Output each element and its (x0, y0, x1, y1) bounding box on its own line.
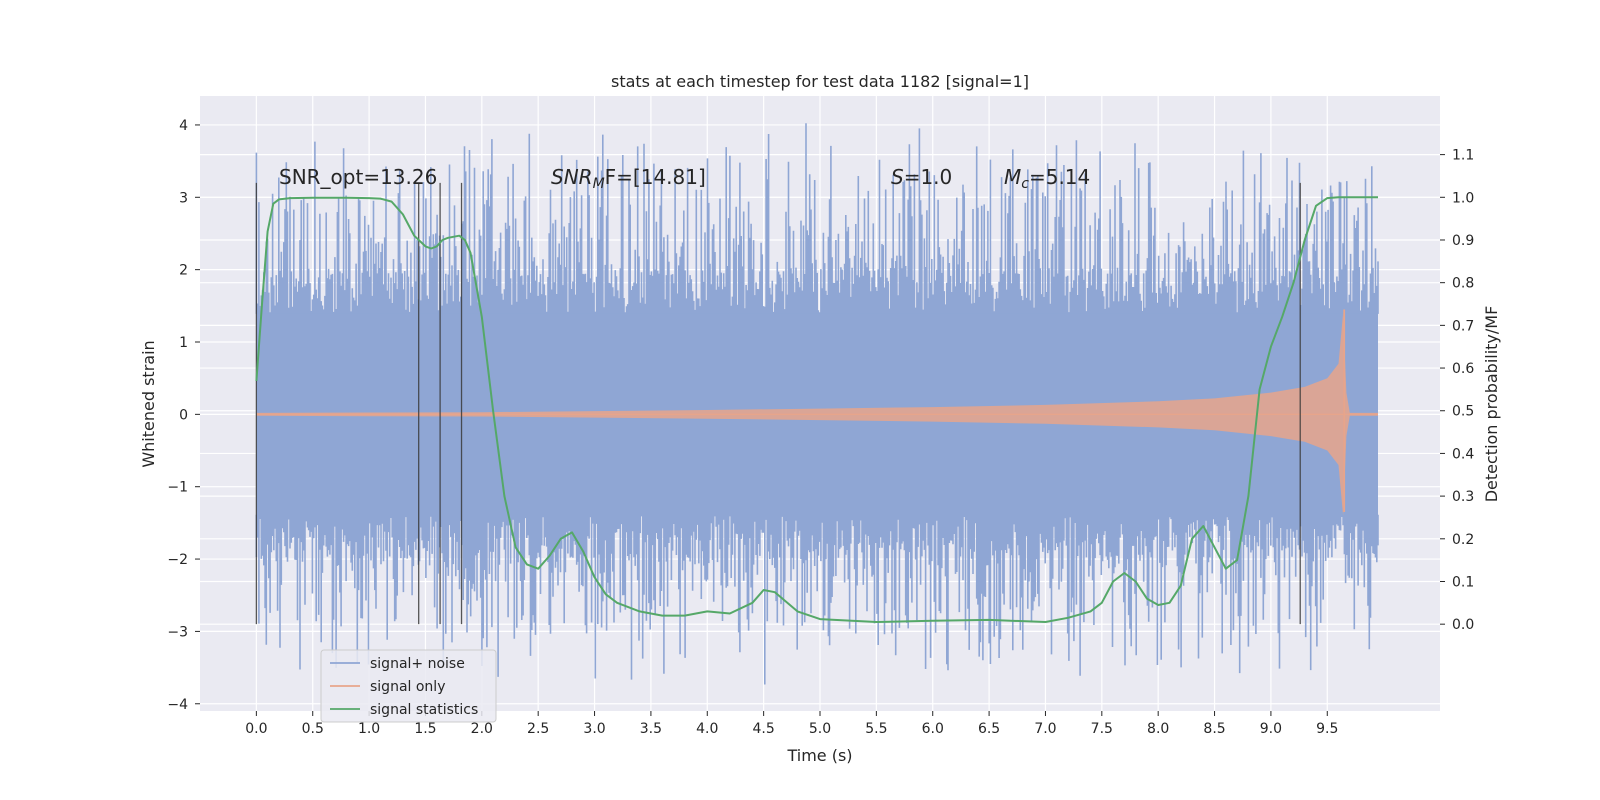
y2-tick-label-4: 0.7 (1452, 318, 1474, 334)
y2-tick-label-10: 0.1 (1452, 574, 1474, 590)
x-tick-label-17: 8.5 (1203, 721, 1225, 737)
chart-title: stats at each timestep for test data 118… (611, 72, 1029, 91)
noise-spikes-down (255, 514, 1379, 685)
ticks: 0.0 0.5 1.0 1.5 2.0 2.5 3.0 3.5 4.0 4.5 5.0 5.5 6.0 6… (167, 118, 1474, 737)
annotation-mc-sub: c (1021, 176, 1029, 192)
x-tick-label-6: 3.0 (583, 721, 605, 737)
noise-spikes-up (255, 123, 1379, 314)
y2-axis-label: Detection probability/MF (1482, 306, 1501, 503)
annotation-snr-mf: SNRMF=[14.81] (551, 165, 706, 192)
y-tick-label-1: 3 (179, 190, 188, 206)
y2-tick-label-3: 0.8 (1452, 276, 1474, 292)
x-tick-label-4: 2.0 (471, 721, 493, 737)
y2-tick-label-8: 0.3 (1452, 489, 1474, 505)
annotation-mc-main: M (1004, 165, 1021, 189)
x-axis-label: Time (s) (786, 746, 852, 765)
annotation-snr-opt: SNR_opt=13.26 (279, 165, 437, 189)
y2-tick-label-5: 0.6 (1452, 361, 1474, 377)
x-tick-label-8: 4.0 (696, 721, 718, 737)
x-tick-label-13: 6.5 (978, 721, 1000, 737)
annotation-mc: Mc=5.14 (1004, 165, 1090, 192)
y-tick-label-7: −3 (167, 624, 188, 640)
x-tick-label-9: 4.5 (753, 721, 775, 737)
x-tick-label-18: 9.0 (1260, 721, 1282, 737)
legend-box (320, 649, 497, 723)
x-tick-label-11: 5.5 (865, 721, 887, 737)
y-tick-label-8: −4 (167, 697, 188, 713)
y-tick-label-4: 0 (179, 407, 188, 423)
x-tick-label-10: 5.0 (809, 721, 831, 737)
y-tick-label-5: −1 (167, 480, 188, 496)
y2-tick-label-9: 0.2 (1452, 532, 1474, 548)
annotation-s-rest: =1.0 (904, 165, 953, 189)
legend-label-signal-statistics: signal statistics (370, 702, 478, 718)
legend-label-signal-plus-noise: signal+ noise (370, 656, 465, 672)
annotation-snr-mf-sub: M (593, 176, 605, 192)
x-tick-label-2: 1.0 (358, 721, 380, 737)
y2-tick-label-1: 1.0 (1452, 190, 1474, 206)
y2-tick-label-11: 0.0 (1452, 617, 1474, 633)
x-tick-label-3: 1.5 (414, 721, 436, 737)
y2-tick-label-0: 1.1 (1452, 148, 1474, 164)
annotation-s-main: S (891, 165, 904, 189)
x-tick-label-1: 0.5 (302, 721, 324, 737)
stats-line (255, 196, 1378, 623)
x-tick-label-19: 9.5 (1316, 721, 1338, 737)
y-tick-label-0: 4 (179, 118, 188, 134)
y2-tick-label-7: 0.4 (1452, 446, 1474, 462)
y-tick-label-2: 2 (179, 263, 188, 279)
y-tick-label-6: −2 (167, 552, 188, 568)
legend-label-signal-only: signal only (370, 679, 445, 695)
x-tick-label-16: 8.0 (1147, 721, 1169, 737)
annotation-snr-mf-rest: F=[14.81] (605, 165, 706, 189)
annotation-snr-mf-main: SNR (551, 165, 593, 189)
x-tick-label-12: 6.0 (922, 721, 944, 737)
y2-tick-label-2: 0.9 (1452, 233, 1474, 249)
x-tick-label-15: 7.5 (1091, 721, 1113, 737)
x-tick-label-0: 0.0 (245, 721, 267, 737)
y-axis-label: Whitened strain (139, 340, 158, 467)
x-tick-label-5: 2.5 (527, 721, 549, 737)
x-tick-label-7: 3.5 (640, 721, 662, 737)
y2-tick-label-6: 0.5 (1452, 404, 1474, 420)
y-tick-label-3: 1 (179, 335, 188, 351)
series-signal-only (256, 309, 1378, 516)
x-tick-label-14: 7.0 (1034, 721, 1056, 737)
annotation-mc-rest: =5.14 (1029, 165, 1090, 189)
legend: signal+ noise signal only signal statist… (320, 649, 497, 723)
annotation-s: S=1.0 (891, 165, 952, 189)
series-signal-statistics (255, 196, 1378, 623)
